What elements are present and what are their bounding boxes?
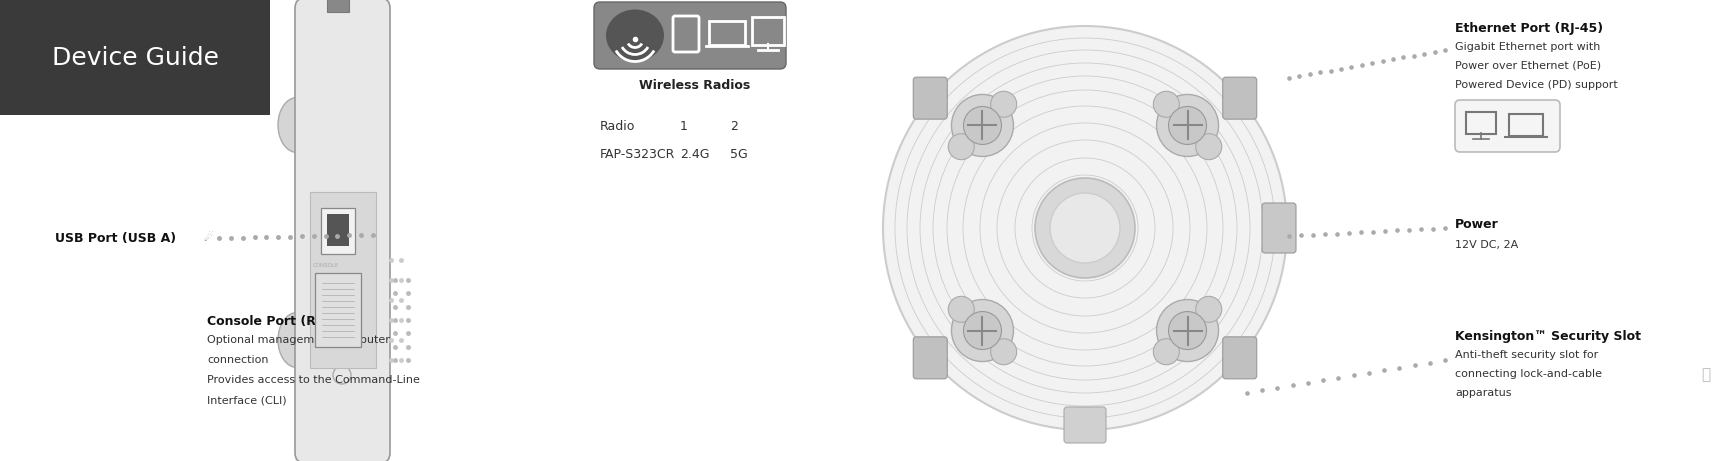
Ellipse shape [1157, 300, 1218, 361]
FancyBboxPatch shape [1064, 407, 1107, 443]
Text: Powered Device (PD) support: Powered Device (PD) support [1454, 80, 1618, 90]
Ellipse shape [1050, 193, 1120, 263]
Ellipse shape [279, 313, 317, 367]
FancyBboxPatch shape [1454, 100, 1559, 152]
Text: ☄: ☄ [203, 233, 213, 243]
Ellipse shape [1196, 296, 1222, 322]
Ellipse shape [1157, 95, 1218, 156]
Text: FAP-S323CR: FAP-S323CR [601, 148, 675, 161]
Text: Optional management computer: Optional management computer [207, 335, 391, 345]
Text: Gigabit Ethernet port with: Gigabit Ethernet port with [1454, 42, 1601, 52]
Ellipse shape [279, 97, 317, 153]
FancyBboxPatch shape [1261, 203, 1296, 253]
Text: 🔒: 🔒 [1700, 367, 1711, 383]
Text: Anti-theft security slot for: Anti-theft security slot for [1454, 350, 1599, 360]
Text: 2.4G: 2.4G [680, 148, 709, 161]
FancyBboxPatch shape [1222, 337, 1256, 379]
FancyBboxPatch shape [327, 214, 349, 246]
FancyBboxPatch shape [594, 2, 786, 69]
Text: Provides access to the Command-Line: Provides access to the Command-Line [207, 375, 420, 385]
Ellipse shape [948, 134, 974, 160]
Text: connecting lock-and-cable: connecting lock-and-cable [1454, 369, 1602, 379]
FancyBboxPatch shape [315, 273, 361, 347]
Ellipse shape [1034, 178, 1136, 278]
Ellipse shape [964, 106, 1002, 144]
Text: Ethernet Port (RJ-45): Ethernet Port (RJ-45) [1454, 22, 1604, 35]
Ellipse shape [1169, 106, 1206, 144]
Ellipse shape [606, 10, 664, 61]
Text: apparatus: apparatus [1454, 388, 1511, 398]
Ellipse shape [948, 296, 974, 322]
Ellipse shape [952, 95, 1014, 156]
Text: 5G: 5G [730, 148, 747, 161]
Text: USB Port (USB A): USB Port (USB A) [55, 231, 176, 244]
Text: 12V DC, 2A: 12V DC, 2A [1454, 240, 1518, 250]
FancyBboxPatch shape [310, 192, 375, 368]
Ellipse shape [1169, 312, 1206, 349]
Text: 2: 2 [730, 120, 738, 133]
FancyBboxPatch shape [0, 0, 270, 115]
Text: Kensington™ Security Slot: Kensington™ Security Slot [1454, 330, 1642, 343]
Ellipse shape [964, 312, 1002, 349]
Text: 1: 1 [680, 120, 688, 133]
Text: Radio: Radio [601, 120, 635, 133]
Text: Wireless Radios: Wireless Radios [640, 79, 750, 92]
FancyBboxPatch shape [914, 77, 947, 119]
Ellipse shape [883, 26, 1287, 430]
FancyBboxPatch shape [914, 337, 947, 379]
Ellipse shape [1153, 91, 1179, 117]
Text: Console Port (RJ-45): Console Port (RJ-45) [207, 315, 349, 328]
Ellipse shape [1196, 134, 1222, 160]
Text: Interface (CLI): Interface (CLI) [207, 395, 287, 405]
FancyBboxPatch shape [1222, 77, 1256, 119]
Ellipse shape [991, 339, 1017, 365]
FancyBboxPatch shape [294, 0, 391, 461]
Ellipse shape [991, 91, 1017, 117]
Ellipse shape [1153, 339, 1179, 365]
Text: connection: connection [207, 355, 268, 365]
Text: CONSOLE: CONSOLE [313, 262, 339, 267]
Text: Device Guide: Device Guide [52, 46, 219, 70]
Text: Power over Ethernet (PoE): Power over Ethernet (PoE) [1454, 61, 1601, 71]
FancyBboxPatch shape [322, 208, 355, 254]
Ellipse shape [952, 300, 1014, 361]
FancyBboxPatch shape [327, 0, 349, 12]
Text: Power: Power [1454, 218, 1499, 231]
